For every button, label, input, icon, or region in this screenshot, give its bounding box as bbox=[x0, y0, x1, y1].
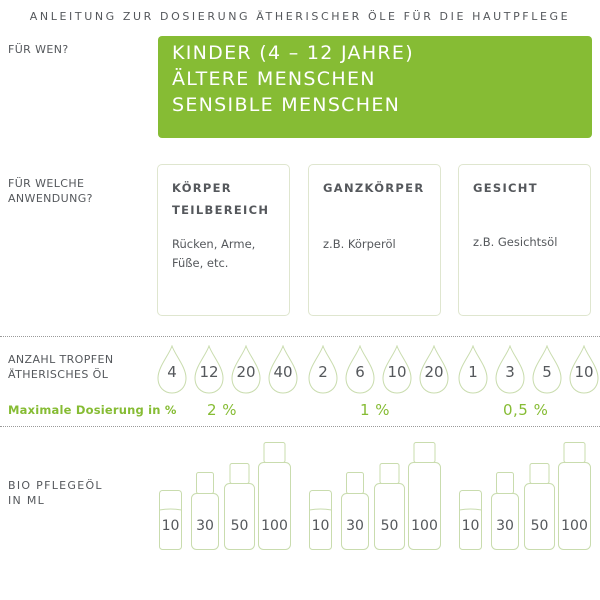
bottle-icon: 10 bbox=[459, 490, 482, 550]
drop-icon: 10 bbox=[567, 345, 600, 395]
drop-count: 4 bbox=[167, 363, 177, 381]
drop-count: 2 bbox=[318, 363, 328, 381]
card-title: TEILBEREICH bbox=[172, 203, 270, 217]
bottle-volume: 100 bbox=[561, 518, 588, 534]
target-group-line: ÄLTERE MENSCHEN bbox=[172, 68, 376, 90]
card-text: Füße, etc. bbox=[172, 256, 229, 270]
drop-count: 20 bbox=[424, 363, 444, 381]
target-group-line: SENSIBLE MENSCHEN bbox=[172, 94, 401, 116]
max-dosage-label: Maximale Dosierung in % bbox=[8, 403, 177, 417]
drop-icon: 1 bbox=[456, 345, 490, 395]
bottle-volume: 10 bbox=[161, 518, 180, 534]
bottle-icon: 30 bbox=[491, 472, 519, 550]
card-title: KÖRPER bbox=[172, 181, 232, 195]
application-label-line1: FÜR WELCHE bbox=[8, 177, 85, 190]
drop-count: 10 bbox=[387, 363, 407, 381]
bottle-volume: 50 bbox=[380, 518, 399, 534]
bottle-volume: 100 bbox=[261, 518, 288, 534]
drop-count: 40 bbox=[273, 363, 293, 381]
application-card-full-body: GANZKÖRPER z.B. Körperöl bbox=[308, 164, 441, 316]
drop-count: 1 bbox=[468, 363, 478, 381]
max-dosage-percent: 1 % bbox=[360, 401, 391, 419]
carrier-oil-label-line1: BIO PFLEGEÖL bbox=[8, 479, 103, 492]
drop-icon: 5 bbox=[530, 345, 564, 395]
drops-label: ANZAHL TROPFEN ÄTHERISCHES ÖL bbox=[8, 352, 113, 382]
bottle-icon: 10 bbox=[309, 490, 332, 550]
drop-icon: 6 bbox=[343, 345, 377, 395]
bottle-volume: 30 bbox=[196, 518, 214, 534]
target-group-line: KINDER (4 – 12 JAHRE) bbox=[172, 42, 414, 64]
bottle-volume: 10 bbox=[311, 518, 330, 534]
target-group-box: KINDER (4 – 12 JAHRE) ÄLTERE MENSCHEN SE… bbox=[158, 36, 592, 138]
drops-label-line1: ANZAHL TROPFEN bbox=[8, 353, 114, 366]
max-dosage-percent: 0,5 % bbox=[503, 401, 549, 419]
bottle-icon: 50 bbox=[224, 463, 255, 550]
carrier-oil-label: BIO PFLEGEÖL IN ML bbox=[8, 478, 103, 508]
drop-count: 10 bbox=[574, 363, 594, 381]
bottle-volume: 30 bbox=[496, 518, 514, 534]
bottle-volume: 10 bbox=[461, 518, 480, 534]
drop-count: 20 bbox=[236, 363, 256, 381]
who-label: FÜR WEN? bbox=[8, 43, 69, 56]
application-card-partial-body: KÖRPER TEILBEREICH Rücken, Arme, Füße, e… bbox=[157, 164, 290, 316]
divider bbox=[0, 336, 600, 337]
max-dosage-percent: 2 % bbox=[207, 401, 238, 419]
bottle-icon: 30 bbox=[191, 472, 219, 550]
bottle-icon: 100 bbox=[258, 442, 291, 550]
carrier-oil-label-line2: IN ML bbox=[8, 494, 46, 507]
card-text: Rücken, Arme, bbox=[172, 237, 256, 251]
bottle-volume: 30 bbox=[346, 518, 364, 534]
application-card-face: GESICHT z.B. Gesichtsöl bbox=[458, 164, 591, 316]
drop-count: 6 bbox=[355, 363, 365, 381]
card-text: z.B. Körperöl bbox=[323, 237, 396, 251]
card-text: z.B. Gesichtsöl bbox=[473, 235, 558, 249]
drop-icon: 40 bbox=[266, 345, 300, 395]
drop-count: 3 bbox=[505, 363, 515, 381]
bottle-volume: 100 bbox=[411, 518, 438, 534]
drops-label-line2: ÄTHERISCHES ÖL bbox=[8, 368, 109, 381]
bottle-icon: 30 bbox=[341, 472, 369, 550]
bottle-volume: 50 bbox=[530, 518, 549, 534]
bottle-icon: 50 bbox=[374, 463, 405, 550]
divider bbox=[0, 426, 600, 427]
drop-icon: 20 bbox=[417, 345, 451, 395]
drop-icon: 4 bbox=[155, 345, 189, 395]
drop-count: 12 bbox=[199, 363, 219, 381]
drop-icon: 12 bbox=[192, 345, 226, 395]
bottle-volume: 50 bbox=[230, 518, 249, 534]
drop-icon: 20 bbox=[229, 345, 263, 395]
bottle-icon: 100 bbox=[558, 442, 591, 550]
page-title: ANLEITUNG ZUR DOSIERUNG ÄTHERISCHER ÖLE … bbox=[29, 10, 571, 23]
card-title: GESICHT bbox=[473, 181, 538, 195]
drop-icon: 2 bbox=[306, 345, 340, 395]
application-label-line2: ANWENDUNG? bbox=[8, 192, 93, 205]
card-title: GANZKÖRPER bbox=[323, 181, 425, 195]
bottle-icon: 10 bbox=[159, 490, 182, 550]
drop-icon: 3 bbox=[493, 345, 527, 395]
drop-icon: 10 bbox=[380, 345, 414, 395]
bottle-icon: 50 bbox=[524, 463, 555, 550]
application-label: FÜR WELCHE ANWENDUNG? bbox=[8, 176, 93, 206]
bottle-icon: 100 bbox=[408, 442, 441, 550]
drop-count: 5 bbox=[542, 363, 552, 381]
